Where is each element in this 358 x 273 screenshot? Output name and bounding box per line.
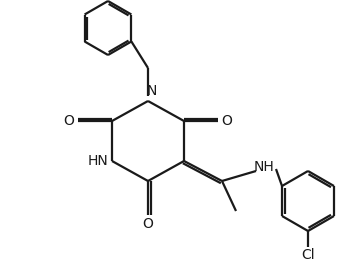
- Text: HN: HN: [88, 154, 108, 168]
- Text: N: N: [147, 84, 157, 98]
- Text: O: O: [222, 114, 232, 128]
- Text: NH: NH: [253, 160, 274, 174]
- Text: O: O: [64, 114, 74, 128]
- Text: O: O: [142, 217, 154, 231]
- Text: Cl: Cl: [301, 248, 315, 262]
